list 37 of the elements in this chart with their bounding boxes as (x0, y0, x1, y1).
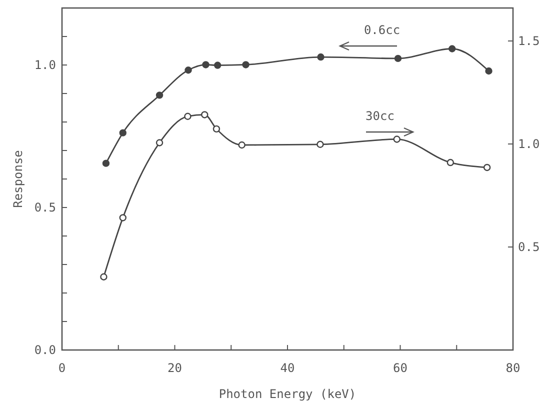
point (393, 136, 400, 143)
y-tick-label: 0.5 (34, 200, 56, 215)
point (238, 141, 246, 149)
point (102, 160, 110, 167)
y2-tick-label: 1.5 (518, 34, 540, 48)
point (100, 273, 108, 280)
point (156, 92, 164, 99)
point (156, 139, 164, 146)
x-axis-title: Photon Energy (keV) (218, 387, 356, 401)
point (119, 214, 126, 222)
y2-tick-label: 1.0 (518, 137, 540, 152)
x-tick-label: 0 (58, 361, 66, 375)
point (212, 125, 220, 133)
y2-tick-label: 0.5 (518, 240, 540, 254)
point (483, 164, 491, 172)
point (201, 111, 208, 118)
y-tick-label: 0.0 (34, 343, 56, 358)
x-tick-label: 20 (168, 361, 182, 375)
point (485, 67, 492, 75)
point (184, 112, 192, 120)
x-tick-label: 80 (506, 361, 520, 375)
annotation: 0.6cc (364, 23, 400, 37)
point (394, 54, 402, 62)
point (448, 45, 456, 52)
point (317, 53, 324, 61)
x-tick-label: 60 (393, 361, 408, 375)
y-axis-title: Response (11, 150, 25, 208)
point (119, 129, 126, 136)
point (242, 61, 250, 68)
x-tick-label: 40 (280, 361, 295, 375)
point (214, 62, 222, 69)
point (316, 140, 324, 148)
point (446, 158, 454, 166)
annotation: 30cc (366, 109, 394, 123)
point (202, 61, 210, 68)
y-tick-label: 1.0 (34, 58, 56, 72)
point (184, 66, 192, 74)
